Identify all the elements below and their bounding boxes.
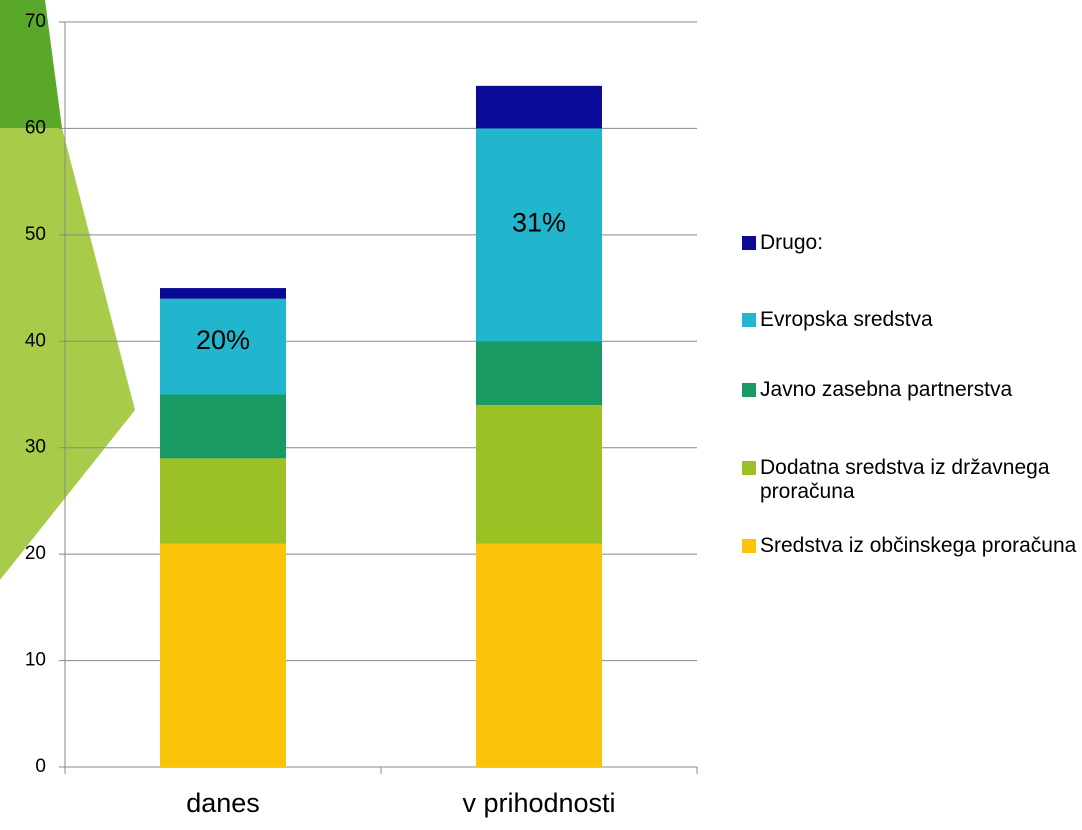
annotation: 20% [196, 325, 250, 355]
y-tick-label: 30 [25, 437, 46, 458]
legend-item: Javno zasebna partnerstva [742, 378, 1078, 402]
legend-label: Drugo: [760, 231, 824, 254]
y-tick-label: 20 [25, 543, 46, 564]
legend-item: Evropska sredstva [742, 308, 1078, 332]
decoration [0, 128, 135, 580]
legend-label: Sredstva iz občinskega proračuna [760, 534, 1077, 557]
bar-segment [160, 458, 286, 544]
legend-swatch [742, 383, 756, 397]
y-tick-label: 40 [25, 330, 46, 351]
legend-label: Dodatna sredstva iz državnega proračuna [760, 456, 1050, 503]
bar-segment [160, 543, 286, 767]
y-tick-label: 50 [25, 224, 46, 245]
bar-segment [160, 394, 286, 459]
legend-label: Javno zasebna partnerstva [760, 378, 1013, 401]
legend-swatch [742, 313, 756, 327]
legend-swatch [742, 461, 756, 475]
legend-swatch [742, 236, 756, 250]
decoration [0, 0, 62, 128]
x-tick-label: danes [186, 788, 260, 818]
y-tick-label: 60 [25, 117, 46, 138]
bar-segment [476, 85, 602, 129]
bar-segment [476, 128, 602, 342]
legend-label: Evropska sredstva [760, 308, 933, 331]
legend-item: Drugo: [742, 231, 1078, 255]
y-tick-label: 10 [25, 650, 46, 671]
legend-item: Dodatna sredstva iz državnega proračuna [742, 456, 1078, 504]
y-tick-label: 70 [25, 11, 46, 32]
legend-item: Sredstva iz občinskega proračuna [742, 534, 1078, 558]
bar-segment [160, 288, 286, 299]
y-tick-label: 0 [35, 756, 46, 777]
annotation: 31% [512, 207, 566, 237]
bar-segment [476, 341, 602, 406]
bar-segment [476, 405, 602, 544]
x-tick-label: v prihodnosti [462, 788, 615, 818]
legend-swatch [742, 539, 756, 553]
bar-segment [476, 543, 602, 767]
bar-segment [160, 298, 286, 395]
